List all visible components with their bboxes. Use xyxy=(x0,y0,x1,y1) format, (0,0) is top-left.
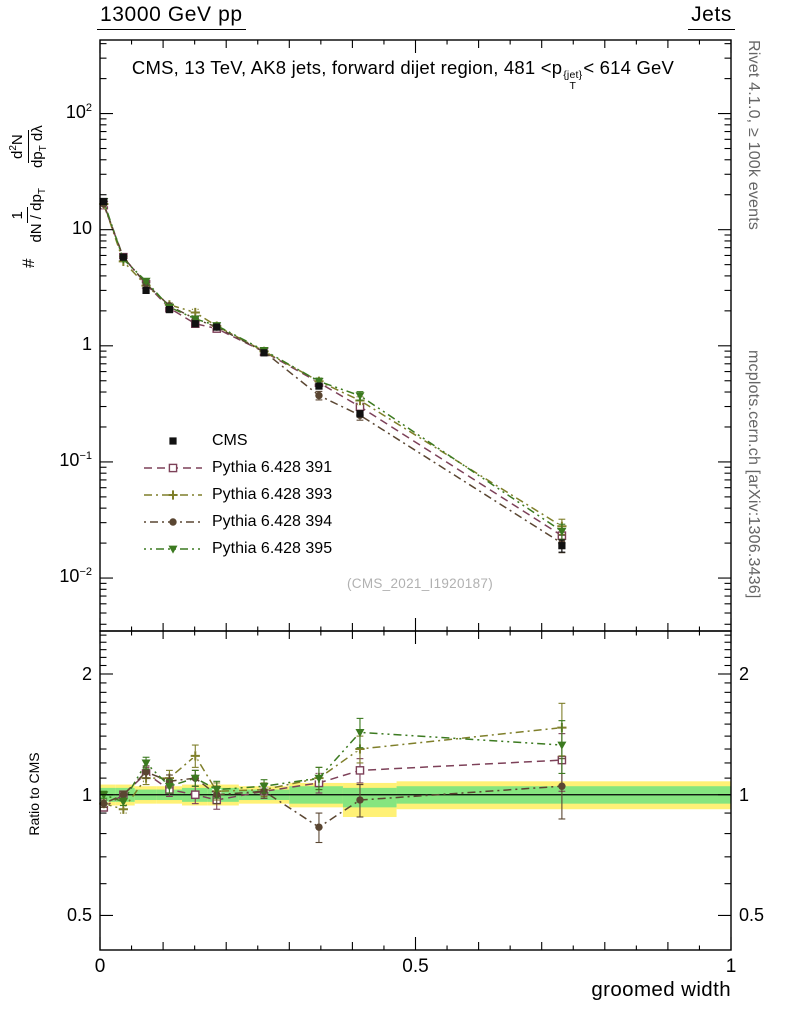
fraction-denominator-text: dN / dp xyxy=(28,194,46,243)
pt-jet-supsub: {jet} T xyxy=(563,70,582,91)
axis-ticks xyxy=(99,40,732,950)
y-axis-label-hash: # xyxy=(19,258,39,268)
rivet-version-label: Rivet 4.1.0, ≥ 100k events xyxy=(745,40,762,231)
pythia-391-marker-icon xyxy=(144,463,202,472)
y-axis-label: # 1 dN / dpT d2N dpT dλ xyxy=(8,121,50,268)
pythia-394-marker-icon xyxy=(144,517,202,526)
cms-marker-icon xyxy=(169,436,177,445)
legend-item-cms: CMS xyxy=(142,427,332,454)
legend-item-pythia-395: Pythia 6.428 395 xyxy=(142,535,332,562)
fraction-denominator-sub: T xyxy=(37,145,49,152)
series-cms xyxy=(100,197,566,553)
analysis-group-label: Jets xyxy=(688,3,735,30)
fraction-numerator: d2N xyxy=(8,130,29,164)
legend-label-pythia-391: Pythia 6.428 391 xyxy=(212,458,333,476)
fraction-denominator: dpT dλ xyxy=(29,121,51,172)
legend-item-pythia-393: Pythia 6.428 393 xyxy=(142,481,332,508)
fraction-denominator-sub: T xyxy=(37,188,49,195)
pt-jet-subscript: T xyxy=(569,79,577,92)
mcplots-attribution-label: mcplots.cern.ch [arXiv:1306.3436] xyxy=(745,350,762,599)
ratio-axis-label: Ratio to CMS xyxy=(26,752,42,836)
fraction-denominator-tail: dλ xyxy=(28,125,46,146)
legend-label-cms: CMS xyxy=(212,431,248,449)
fraction-numerator-tail: N xyxy=(9,134,26,146)
legend-label-pythia-395: Pythia 6.428 395 xyxy=(212,539,333,557)
beam-energy-label: 13000 GeV pp xyxy=(97,3,246,30)
legend-label-pythia-394: Pythia 6.428 394 xyxy=(212,512,333,530)
fraction-denominator-text: dp xyxy=(28,151,46,169)
y-axis-label-fraction-1: 1 dN / dpT xyxy=(8,184,50,246)
legend-label-pythia-393: Pythia 6.428 393 xyxy=(212,485,333,503)
fraction-numerator-text: d xyxy=(9,150,26,160)
pythia-395-marker-icon xyxy=(144,545,202,554)
plot-title-suffix: < 614 GeV xyxy=(583,57,675,78)
x-axis-label: groomed width xyxy=(591,978,731,1001)
analysis-id-watermark: (CMS_2021_I1920187) xyxy=(346,576,494,591)
plot-title: CMS, 13 TeV, AK8 jets, forward dijet reg… xyxy=(132,57,674,91)
pt-jet-superscript: {jet} xyxy=(563,69,583,81)
fraction-denominator: dN / dpT xyxy=(28,184,50,246)
plot-title-prefix: CMS, 13 TeV, AK8 jets, forward dijet reg… xyxy=(131,57,563,78)
y-axis-label-fraction-2: d2N dpT dλ xyxy=(8,121,50,172)
legend-item-pythia-391: Pythia 6.428 391 xyxy=(142,454,332,481)
legend: CMS Pythia 6.428 391 Pythia 6.428 393 Py… xyxy=(142,427,332,562)
fraction-numerator-sup: 2 xyxy=(8,145,19,151)
legend-item-pythia-394: Pythia 6.428 394 xyxy=(142,508,332,535)
pythia-393-marker-icon xyxy=(144,489,202,500)
fraction-numerator: 1 xyxy=(8,207,29,224)
